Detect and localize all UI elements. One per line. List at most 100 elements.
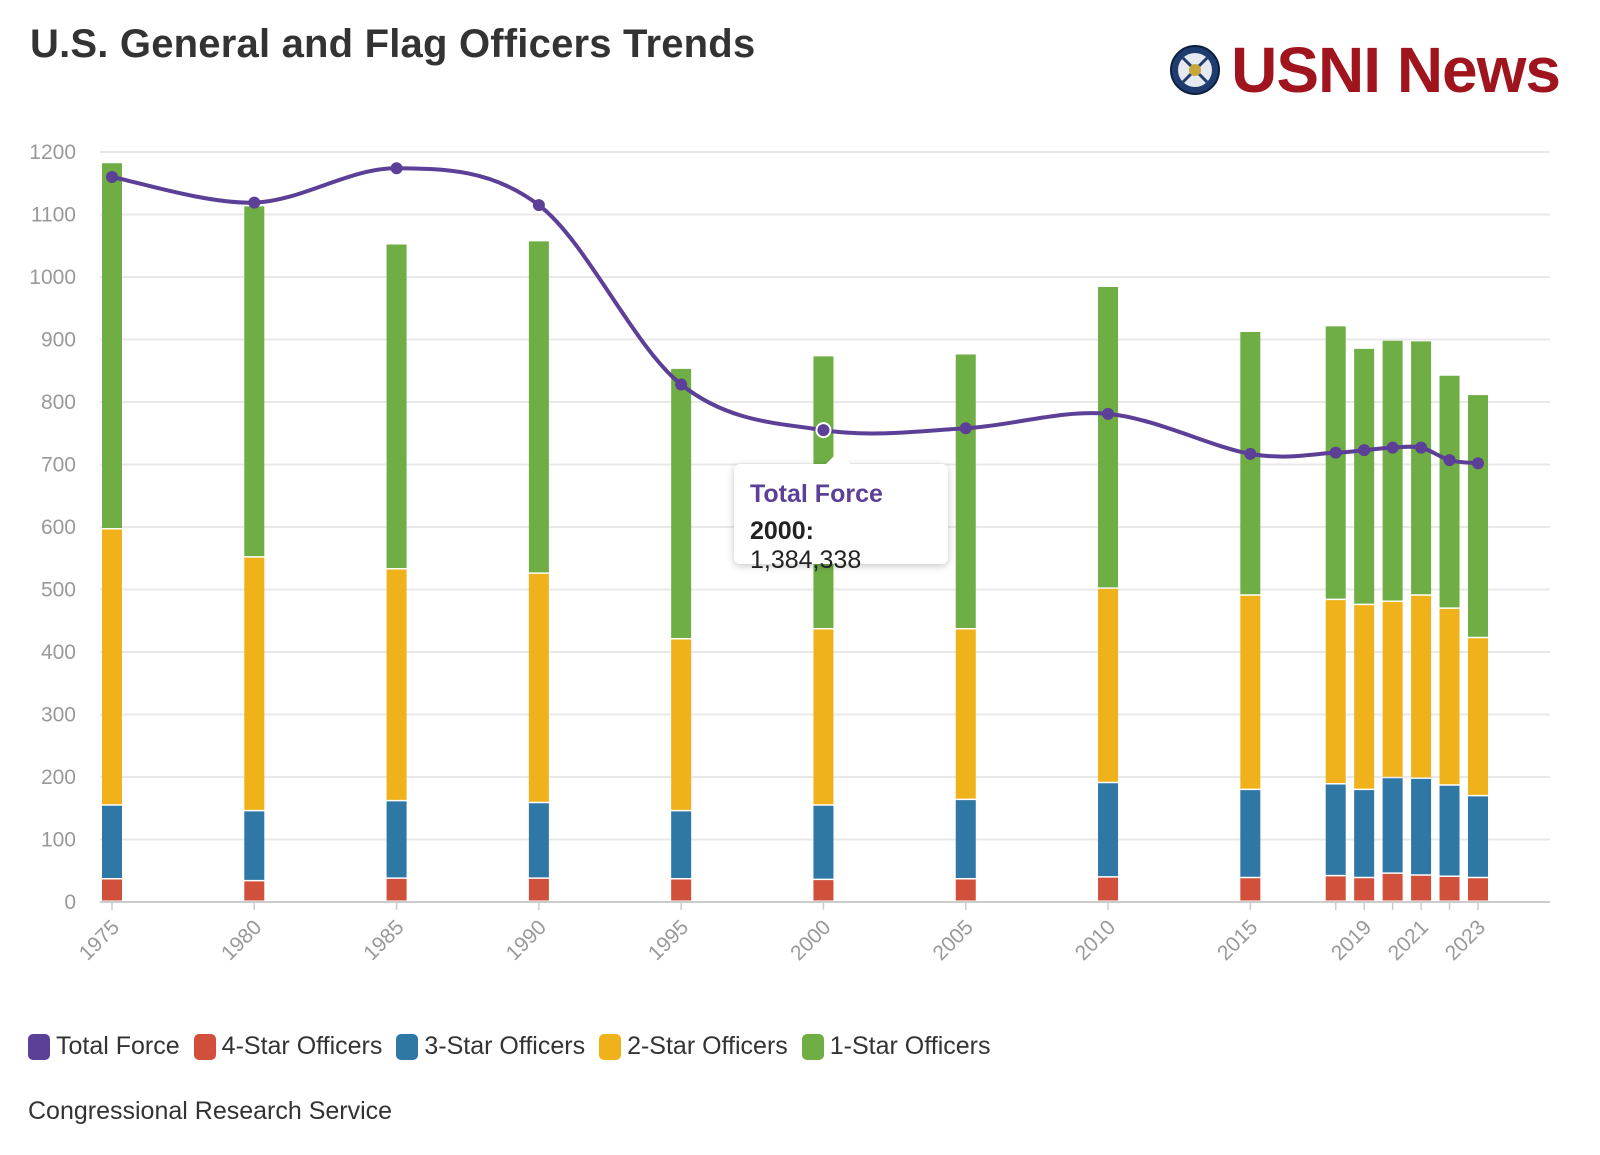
bar-segment — [1098, 287, 1119, 588]
legend-item-2-star[interactable]: 2-Star Officers — [599, 1032, 788, 1061]
legend-label: 2-Star Officers — [627, 1032, 788, 1060]
bar-segment — [671, 639, 692, 810]
total-force-point — [675, 378, 688, 391]
legend-swatch — [599, 1033, 622, 1060]
bar-segment — [244, 881, 265, 901]
bar-segment — [1468, 395, 1488, 637]
x-tick-label: 1990 — [502, 916, 551, 965]
legend-label: 1-Star Officers — [829, 1032, 991, 1060]
y-tick-label: 900 — [41, 329, 76, 352]
x-tick-label: 1985 — [359, 916, 408, 965]
bar-segment — [1098, 783, 1119, 877]
bar-segment — [1411, 778, 1432, 875]
total-force-point — [106, 171, 118, 183]
legend-item-1-star[interactable]: 1-Star Officers — [801, 1032, 991, 1061]
x-tick-label: 1995 — [644, 916, 693, 965]
bar-segment — [386, 244, 407, 568]
bar-segment — [528, 803, 549, 878]
y-tick-label: 1000 — [29, 266, 76, 289]
bar-segment — [1411, 595, 1432, 778]
legend-label: 3-Star Officers — [424, 1032, 586, 1060]
tooltip-year: 2000: — [750, 517, 814, 545]
bar-segment — [1240, 332, 1261, 595]
y-tick-label: 300 — [41, 704, 76, 727]
total-force-point — [1358, 444, 1371, 457]
y-tick-label: 800 — [41, 391, 76, 414]
x-tick-label: 2023 — [1441, 916, 1490, 965]
tooltip-value-row: 2000: 1,384,338 — [750, 517, 932, 575]
bar-segment — [1354, 348, 1375, 604]
x-tick-label: 2010 — [1071, 916, 1120, 965]
total-force-point — [532, 199, 545, 212]
bar-segment — [386, 878, 407, 901]
bar-segment — [1354, 878, 1375, 901]
total-force-point — [815, 422, 832, 439]
bar-segment — [386, 569, 407, 800]
naval-institute-seal-icon — [1170, 45, 1221, 95]
bar-segment — [1439, 877, 1460, 901]
stacked-bar-line-chart: 0 100 200 300 400 500 600 700 800 900 1000 1100 1200… — [29, 141, 1550, 965]
bar-segment — [102, 163, 122, 528]
bar-segment — [1382, 602, 1403, 777]
total-force-point — [1472, 457, 1484, 470]
bar-segment — [1411, 341, 1432, 595]
bar-segment — [244, 206, 265, 557]
source-credit: Congressional Research Service — [28, 1097, 393, 1125]
y-tick-label: 200 — [41, 766, 76, 789]
total-force-point — [1244, 447, 1257, 460]
tooltip-series-name: Total Force — [750, 480, 883, 508]
legend-item-total-force[interactable]: Total Force — [28, 1032, 180, 1061]
bar-segment — [813, 880, 834, 901]
bar-segment — [813, 629, 834, 805]
page-title: U.S. General and Flag Officers Trends — [30, 22, 756, 66]
bar-segment — [1439, 375, 1460, 608]
bar-segment — [955, 354, 976, 628]
bar-segment — [1468, 796, 1488, 877]
bar-segment — [671, 811, 692, 878]
bar-segment — [1325, 600, 1346, 783]
chart-legend: Total Force 4-Star Officers 3-Star Offic… — [28, 1032, 990, 1061]
legend-label: 4-Star Officers — [221, 1032, 383, 1060]
bar-segment — [1325, 784, 1346, 875]
bar-segment — [1098, 877, 1119, 901]
total-force-point — [1386, 441, 1399, 454]
bar-segment — [102, 879, 122, 901]
usni-news-logo[interactable]: USNI News — [1169, 34, 1561, 106]
x-tick-label: 2021 — [1384, 916, 1433, 965]
bar-segment — [1382, 778, 1403, 873]
bar-segment — [671, 368, 692, 638]
legend-item-3-star[interactable]: 3-Star Officers — [396, 1032, 585, 1061]
y-tick-label: 700 — [41, 454, 76, 477]
total-force-point — [248, 196, 261, 209]
bar-segment — [244, 811, 265, 880]
bar-segment — [1240, 878, 1261, 901]
bar-segment — [1354, 790, 1375, 877]
chart-tooltip: Total Force 2000: 1,384,338 — [734, 452, 948, 574]
bar-segment — [1098, 588, 1119, 782]
x-tick-label: 2005 — [928, 916, 977, 965]
legend-swatch — [801, 1033, 824, 1060]
total-force-point — [1443, 454, 1456, 467]
bar-segment — [386, 801, 407, 878]
legend-swatch — [396, 1033, 419, 1060]
bar-segment — [1240, 595, 1261, 789]
y-tick-label: 0 — [64, 891, 76, 914]
bar-segment — [528, 573, 549, 802]
tooltip-arrow — [826, 452, 850, 464]
total-force-line — [111, 166, 1479, 466]
total-force-point — [1415, 441, 1428, 454]
logo-wordmark: USNI News — [1231, 34, 1561, 106]
bar-segment — [955, 879, 976, 901]
y-tick-label: 600 — [41, 516, 76, 539]
x-tick-label: 2019 — [1327, 916, 1376, 965]
tooltip-value: 1,384,338 — [750, 546, 862, 574]
y-tick-label: 1200 — [29, 141, 76, 164]
y-tick-label: 400 — [41, 641, 76, 664]
bar-segment — [1325, 326, 1346, 599]
bar-segment — [671, 879, 692, 901]
legend-item-4-star[interactable]: 4-Star Officers — [193, 1032, 383, 1061]
bar-segment — [1468, 638, 1488, 795]
legend-label: Total Force — [56, 1032, 180, 1060]
bar-segment — [1439, 608, 1460, 785]
bar-segment — [1382, 873, 1403, 901]
